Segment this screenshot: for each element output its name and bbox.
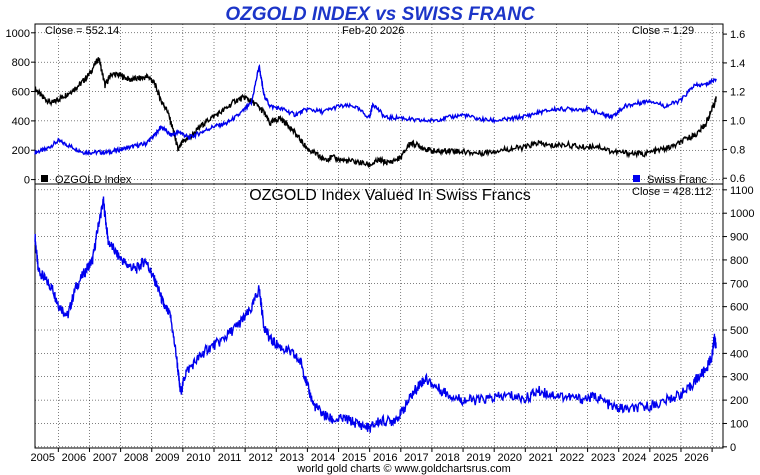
x-tick-label: 2009 bbox=[155, 452, 179, 464]
x-tick-label: 2011 bbox=[218, 452, 242, 464]
x-tick-label: 2005 bbox=[31, 452, 55, 464]
bottom-chart-title: OZGOLD Index Valued In Swiss Francs bbox=[249, 187, 531, 204]
right-tick-label: 0 bbox=[730, 442, 736, 454]
x-tick-label: 2014 bbox=[311, 452, 335, 464]
right-tick-label: 800 bbox=[730, 255, 748, 267]
right-tick-label: 300 bbox=[730, 372, 748, 384]
right-tick-label: 0.8 bbox=[730, 144, 745, 156]
right-tick-label: 200 bbox=[730, 395, 748, 407]
left-tick-label: 200 bbox=[12, 145, 30, 157]
top-close-left: Close = 552.14 bbox=[45, 25, 119, 37]
right-tick-label: 700 bbox=[730, 278, 748, 290]
right-tick-label: 1.6 bbox=[730, 29, 745, 41]
left-tick-label: 400 bbox=[12, 116, 30, 128]
x-axis: 2005 2006 2007 2008 2009 2010 2011 2012 2013 2014… bbox=[31, 448, 713, 464]
x-tick-label: 2007 bbox=[93, 452, 117, 464]
right-tick-label: 400 bbox=[730, 348, 748, 360]
top-plot-area bbox=[34, 23, 724, 185]
bottom-panel: 0 100 200 300 400 500 600 700 800 900 1000 1100 200… bbox=[31, 183, 754, 464]
x-tick-label: 2008 bbox=[124, 452, 148, 464]
top-close-right: Close = 1.29 bbox=[632, 25, 694, 37]
footer-credit: world gold charts © www.goldchartsrus.co… bbox=[296, 463, 511, 475]
left-tick-label: 0 bbox=[24, 175, 30, 187]
right-tick-label: 1.0 bbox=[730, 116, 745, 128]
right-tick-label: 500 bbox=[730, 325, 748, 337]
x-tick-label: 2026 bbox=[684, 452, 708, 464]
right-tick-label: 0.6 bbox=[730, 173, 745, 185]
left-tick-label: 600 bbox=[12, 87, 30, 99]
ozgold-index-line bbox=[34, 57, 717, 169]
x-tick-label: 2021 bbox=[529, 452, 553, 464]
x-tick-label: 2022 bbox=[560, 452, 584, 464]
x-tick-label: 2018 bbox=[435, 452, 459, 464]
right-tick-label: 600 bbox=[730, 302, 748, 314]
x-tick-label: 2019 bbox=[466, 452, 490, 464]
right-tick-label: 1.4 bbox=[730, 58, 745, 70]
right-tick-label: 100 bbox=[730, 418, 748, 430]
x-tick-label: 2012 bbox=[248, 452, 272, 464]
legend-chf-swatch bbox=[633, 175, 640, 182]
swiss-franc-line bbox=[34, 64, 717, 156]
top-panel: 0 200 400 600 800 1000 0.6 0.8 1.0 1.2 1.4 1.6 Clo… bbox=[6, 23, 745, 187]
x-tick-label: 2013 bbox=[280, 452, 304, 464]
top-left-axis: 0 200 400 600 800 1000 bbox=[6, 28, 35, 187]
ozgold-in-chf-line bbox=[34, 196, 717, 433]
legend-ozgold-label: OZGOLD Index bbox=[55, 174, 132, 186]
x-tick-label: 2023 bbox=[591, 452, 615, 464]
right-tick-label: 1000 bbox=[730, 208, 754, 220]
right-tick-label: 1100 bbox=[730, 185, 754, 197]
x-tick-label: 2010 bbox=[186, 452, 210, 464]
x-tick-label: 2016 bbox=[373, 452, 397, 464]
top-date-label: Feb-20 2026 bbox=[342, 25, 404, 37]
top-gridlines bbox=[35, 24, 723, 184]
right-tick-label: 1.2 bbox=[730, 87, 745, 99]
chart-title: OZGOLD INDEX vs SWISS FRANC bbox=[225, 4, 535, 25]
bottom-right-axis: 0 100 200 300 400 500 600 700 800 900 1000 1100 bbox=[723, 185, 754, 454]
x-tick-label: 2020 bbox=[498, 452, 522, 464]
x-tick-label: 2006 bbox=[62, 452, 86, 464]
x-tick-label: 2015 bbox=[342, 452, 366, 464]
left-tick-label: 1000 bbox=[6, 28, 30, 40]
right-tick-label: 900 bbox=[730, 232, 748, 244]
top-right-axis: 0.6 0.8 1.0 1.2 1.4 1.6 bbox=[723, 29, 745, 185]
legend-chf-label: Swiss Franc bbox=[647, 174, 707, 186]
bottom-gridlines bbox=[35, 184, 723, 448]
bottom-close-right: Close = 428.112 bbox=[632, 186, 712, 198]
legend-ozgold-swatch bbox=[41, 175, 48, 182]
left-tick-label: 800 bbox=[12, 57, 30, 69]
x-tick-label: 2017 bbox=[404, 452, 428, 464]
x-tick-label: 2024 bbox=[622, 452, 646, 464]
x-tick-label: 2025 bbox=[653, 452, 677, 464]
